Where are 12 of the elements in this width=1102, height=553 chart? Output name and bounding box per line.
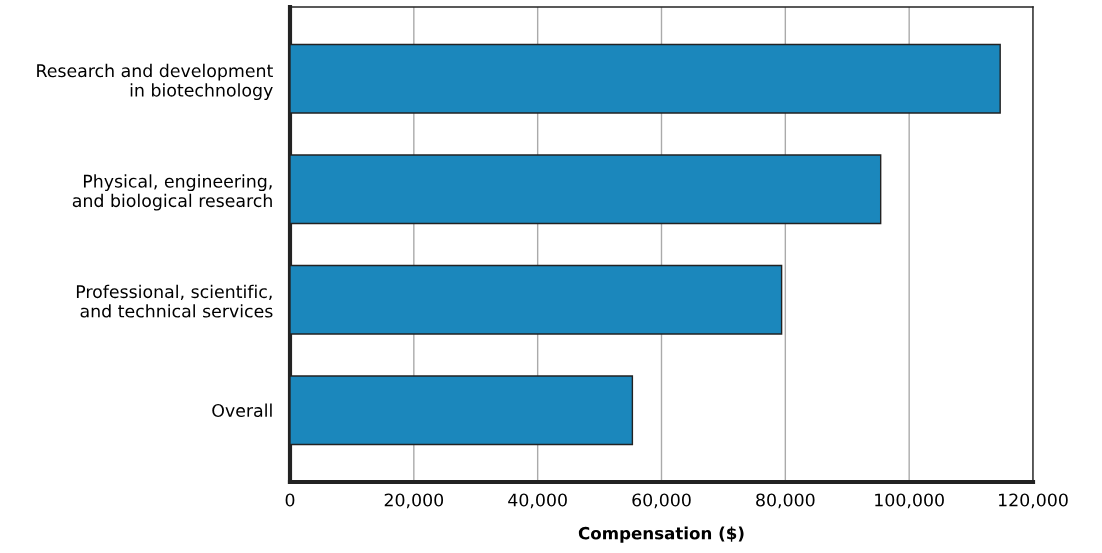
x-tick-label: 0: [285, 493, 295, 507]
x-tick-label: 40,000: [508, 493, 567, 509]
y-tick-label: Overall: [212, 403, 272, 418]
x-axis-title: Compensation ($): [578, 526, 744, 543]
y-tick-label: Physical, engineering, and biological research: [72, 174, 272, 211]
x-tick-label: 60,000: [632, 493, 691, 509]
x-tick-label: 80,000: [756, 493, 815, 509]
x-tick-label: 100,000: [875, 493, 944, 509]
x-tick-label: 120,000: [999, 493, 1068, 509]
y-tick-label: Research and development in biotechnology: [37, 63, 273, 101]
x-tick-label: 20,000: [384, 493, 444, 509]
y-tick-label: Professional, scientific, and technical services: [76, 284, 273, 318]
